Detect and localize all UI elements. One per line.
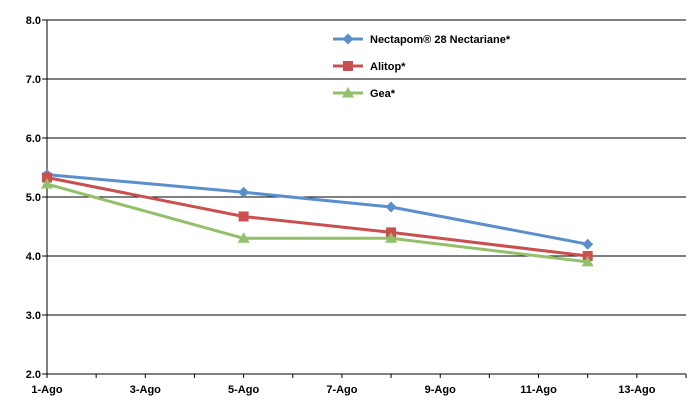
data-point — [42, 172, 52, 183]
legend-label: Gea* — [370, 88, 396, 100]
series-line — [46, 173, 588, 246]
y-tick-label: 7.0 — [26, 74, 41, 86]
axes — [42, 19, 687, 378]
legend-item: Gea* — [333, 87, 396, 100]
x-tick-label: 9-Ago — [425, 384, 456, 396]
x-tick-label: 1-Ago — [31, 384, 62, 396]
x-tick-label: 5-Ago — [228, 384, 259, 396]
legend-marker — [342, 87, 354, 98]
series-group — [41, 169, 594, 267]
data-point — [581, 255, 594, 267]
legend-marker — [342, 33, 354, 45]
data-point — [237, 232, 250, 243]
data-point — [385, 232, 398, 243]
data-point — [238, 211, 249, 222]
y-tick-label: 8.0 — [26, 15, 41, 27]
y-tick-label: 2.0 — [26, 369, 41, 381]
y-tick-label: 3.0 — [26, 310, 41, 322]
y-tick-label: 4.0 — [26, 251, 41, 263]
y-tick-label: 6.0 — [26, 133, 41, 145]
legend-label: Nectapom® 28 Nectariane* — [370, 34, 511, 46]
x-tick-label: 11-Ago — [520, 384, 557, 396]
x-tick-label: 7-Ago — [326, 384, 357, 396]
legend-item: Nectapom® 28 Nectariane* — [333, 33, 511, 46]
data-point — [385, 201, 397, 213]
legend-label: Alitop* — [370, 61, 406, 73]
series-3 — [41, 178, 594, 267]
data-point — [41, 178, 53, 189]
legend-item: Alitop* — [333, 61, 406, 73]
legend-marker — [343, 61, 353, 71]
series-line — [46, 176, 588, 258]
legend: Nectapom® 28 Nectariane* Alitop* Gea* — [333, 33, 511, 100]
x-tick-label: 3-Ago — [130, 384, 161, 396]
y-tick-label: 5.0 — [26, 192, 41, 204]
x-tick-label: 13-Ago — [618, 384, 656, 396]
data-point — [238, 186, 250, 198]
y-axis-ticks: 2.0 3.0 4.0 5.0 6.0 7.0 8.0 — [26, 15, 41, 381]
x-axis-ticks: 1-Ago 3-Ago 5-Ago 7-Ago 9-Ago 11-Ago 13-Ago — [31, 384, 655, 396]
data-point — [582, 238, 594, 250]
series-1 — [41, 169, 594, 250]
series-line — [46, 182, 588, 264]
